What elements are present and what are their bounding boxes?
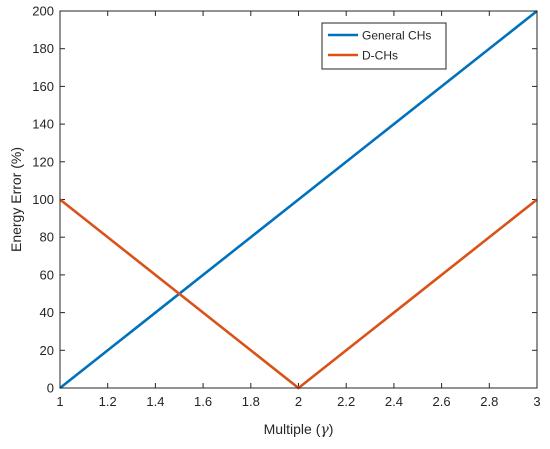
series-lines [59,9,538,390]
legend-items: General CHs D-CHs [328,29,431,63]
y-tick-label: 200 [32,4,54,19]
x-tick-label: 2 [295,394,302,409]
legend: General CHs D-CHs [321,22,447,70]
y-tick-label: 60 [40,267,54,282]
y-tick-label: 0 [47,381,54,396]
y-tick-label: 180 [32,41,54,56]
x-tick-label: 2.4 [385,394,403,409]
y-tick-label: 80 [40,230,54,245]
x-tick-label: 3 [533,394,540,409]
legend-label-d-chs: D-CHs [362,49,398,63]
x-tick-label: 1.4 [146,394,164,409]
y-tick-label: 20 [40,343,54,358]
y-tick-labels: 0 20 40 60 80 100 120 140 160 180 200 [32,4,54,396]
x-axis-label-symbol: γ [320,422,329,438]
x-tick-label: 2.6 [433,394,451,409]
x-tick-label: 2.8 [480,394,498,409]
legend-label-general-chs: General CHs [362,29,431,43]
x-tick-label: 1.8 [242,394,260,409]
plot-frame [59,10,538,389]
y-tick-label: 160 [32,79,54,94]
x-tick-label: 1.2 [99,394,117,409]
x-tick-label: 1 [56,394,63,409]
y-tick-label: 120 [32,154,54,169]
series-line-general-chs [59,9,538,390]
legend-box [321,22,447,70]
y-tick-label: 140 [32,117,54,132]
x-tick-label: 1.6 [194,394,212,409]
x-axis-label: Multiple (γ) [264,421,334,438]
x-axis-label-prefix: Multiple ( [264,421,321,437]
y-tick-label: 100 [32,192,54,207]
y-tick-label: 40 [40,305,54,320]
y-axis-label: Energy Error (%) [8,147,24,252]
x-tick-label: 2.2 [337,394,355,409]
x-tick-labels: 1 1.2 1.4 1.6 1.8 2 2.2 2.4 2.6 2.8 3 [56,394,540,409]
x-axis-label-suffix: ) [329,421,334,437]
series-line-d-chs [59,198,538,390]
